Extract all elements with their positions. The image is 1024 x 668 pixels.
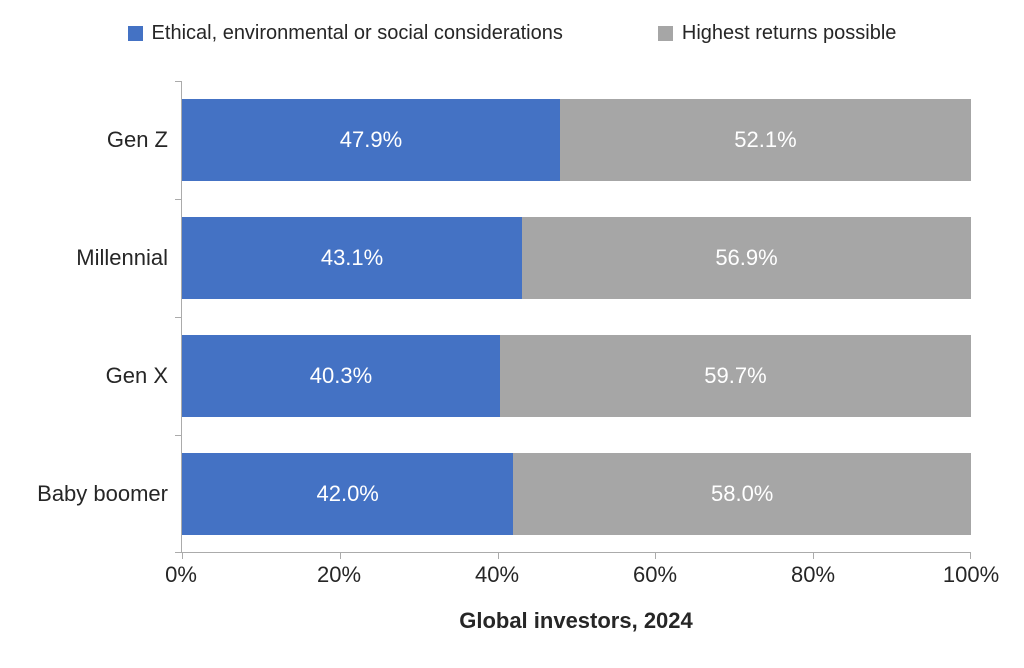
category-label: Gen X bbox=[105, 363, 168, 388]
bar-segment-ethical: 42.0% bbox=[182, 453, 514, 535]
legend-swatch-ethical-icon bbox=[127, 26, 143, 41]
x-axis-tick bbox=[655, 553, 657, 559]
data-label: 58.0% bbox=[710, 481, 774, 506]
stacked-bar: 42.0% 58.0% bbox=[182, 453, 971, 535]
x-axis-tick-label: 80% bbox=[790, 562, 836, 587]
x-axis-tick-label: 20% bbox=[316, 562, 362, 587]
bar-segment-returns: 56.9% bbox=[522, 217, 971, 299]
plot-area: 47.9% 52.1% 43.1% 56.9% 40.3% 59.7% 42.0% 58.0% bbox=[175, 81, 971, 559]
x-axis-tick-label: 0% bbox=[165, 562, 197, 587]
data-label: 43.1% bbox=[320, 245, 384, 270]
legend: Ethical, environmental or social conside… bbox=[0, 22, 1024, 45]
bar-segment-ethical: 43.1% bbox=[182, 217, 523, 299]
data-label: 59.7% bbox=[704, 363, 767, 388]
stacked-bar: 47.9% 52.1% bbox=[182, 99, 971, 181]
bar-segment-returns: 58.0% bbox=[513, 453, 971, 535]
bar-row: 40.3% 59.7% bbox=[182, 317, 971, 435]
x-axis-tick-label: 100% bbox=[942, 562, 1000, 587]
bar-row: 47.9% 52.1% bbox=[182, 81, 971, 199]
axis-title: Global investors, 2024 bbox=[459, 608, 693, 633]
x-axis-tick-label: 60% bbox=[632, 562, 678, 587]
y-axis-tick bbox=[175, 552, 181, 553]
bar-segment-ethical: 47.9% bbox=[182, 99, 560, 181]
y-axis-tick bbox=[175, 81, 181, 82]
bar-row: 42.0% 58.0% bbox=[182, 435, 971, 553]
x-axis-labels: 0% 20% 40% 60% 80% 100% bbox=[165, 562, 999, 590]
x-axis-tick-label: 40% bbox=[474, 562, 520, 587]
stacked-bar: 40.3% 59.7% bbox=[182, 335, 971, 417]
y-axis-tick bbox=[175, 199, 181, 200]
bar-segment-returns: 52.1% bbox=[559, 99, 971, 181]
legend-label-returns: Highest returns possible bbox=[681, 22, 897, 44]
legend-item-ethical: Ethical, environmental or social conside… bbox=[127, 22, 563, 45]
category-label: Gen Z bbox=[106, 127, 168, 152]
x-axis-tick bbox=[813, 553, 815, 559]
data-label: 56.9% bbox=[715, 245, 778, 270]
bars: 47.9% 52.1% 43.1% 56.9% 40.3% 59.7% 42.0% 58.0% bbox=[182, 81, 971, 553]
x-axis-tick bbox=[970, 553, 971, 559]
bar-row: 43.1% 56.9% bbox=[182, 199, 971, 317]
legend-label-ethical: Ethical, environmental or social conside… bbox=[151, 22, 563, 44]
x-axis-tick bbox=[339, 553, 341, 559]
legend-item-returns: Highest returns possible bbox=[657, 22, 897, 45]
bar-segment-returns: 59.7% bbox=[499, 335, 971, 417]
y-axis-tick bbox=[175, 435, 181, 436]
legend-swatch-returns-icon bbox=[657, 26, 673, 41]
data-label: 40.3% bbox=[309, 363, 373, 388]
data-label: 52.1% bbox=[734, 127, 797, 152]
x-axis-tick bbox=[497, 553, 499, 559]
stacked-bar: 43.1% 56.9% bbox=[182, 217, 971, 299]
category-label: Millennial bbox=[76, 245, 168, 270]
category-label: Baby boomer bbox=[37, 481, 168, 506]
bar-segment-ethical: 40.3% bbox=[182, 335, 500, 417]
x-axis-tick bbox=[182, 553, 183, 559]
data-label: 42.0% bbox=[316, 481, 379, 506]
data-label: 47.9% bbox=[339, 127, 403, 152]
y-axis-tick bbox=[175, 317, 181, 318]
category-axis: Gen Z Millennial Gen X Baby boomer bbox=[0, 81, 168, 553]
